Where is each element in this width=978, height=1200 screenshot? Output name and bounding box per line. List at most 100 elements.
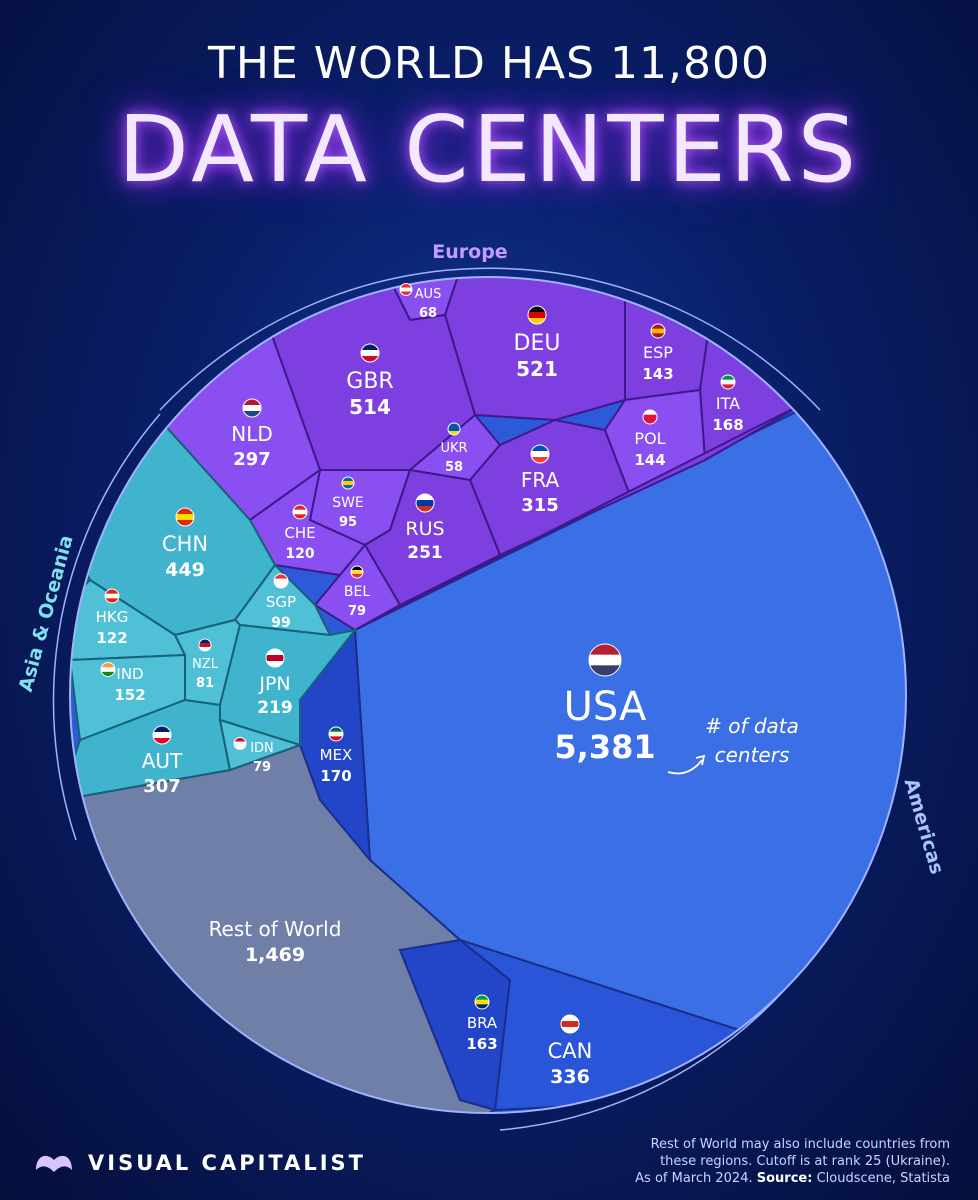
cell-label-swe: SWE 95 (332, 476, 364, 530)
title-line-1: THE WORLD HAS 11,800 (208, 38, 770, 89)
europe-arc (159, 267, 821, 411)
cell-value: 168 (712, 416, 743, 434)
region-label-europe: Europe (432, 241, 507, 263)
cell-label-fra: FRA 315 (521, 444, 560, 516)
cell-code: GBR (346, 369, 393, 394)
cell-value: 152 (114, 686, 145, 704)
annotation-arrowhead (695, 754, 706, 766)
cell-label-aus: AUS 68 (399, 283, 442, 321)
cell-label-pol: POL 144 (634, 409, 666, 469)
cell-label-bel: BEL 79 (344, 565, 370, 619)
flag-chn-icon (175, 507, 195, 527)
cell-value: 521 (516, 357, 558, 381)
footnote-line2: these regions. Cutoff is at rank 25 (Ukr… (660, 1154, 950, 1169)
flag-jpn-icon (265, 648, 285, 668)
footnote-source: Cloudscene, Statista (816, 1171, 950, 1186)
cell-code: SGP (266, 593, 296, 611)
cell-value: 68 (419, 306, 437, 321)
cell-code: ITA (716, 394, 740, 413)
cell-code: CAN (548, 1039, 593, 1063)
flag-nzl-icon (198, 638, 212, 652)
footnote-line1: Rest of World may also include countries… (650, 1137, 950, 1152)
footnote: Rest of World may also include countries… (570, 1136, 950, 1187)
cell-value: 170 (320, 767, 351, 785)
region-label-americas: Americas (900, 776, 948, 877)
cell-code: FRA (521, 468, 560, 492)
cell-value: 219 (257, 698, 293, 718)
cell-code: Rest of World (209, 917, 342, 941)
flag-esp-icon (650, 323, 666, 339)
cell-label-bra: BRA 163 (466, 994, 498, 1053)
flag-ita-icon (720, 374, 736, 390)
flag-nld-icon (242, 398, 262, 418)
cell-label-aut: AUT 307 (142, 725, 183, 797)
flag-bra-icon (474, 994, 490, 1010)
cell-label-esp: ESP 143 (642, 323, 674, 383)
asia-arc (52, 413, 161, 841)
annotation-line2: centers (715, 743, 790, 767)
cell-label-sgp: SGP 99 (266, 573, 296, 631)
flag-can-icon (560, 1014, 580, 1034)
cell-code: UKR (440, 441, 467, 456)
annotation-arrow (667, 759, 703, 775)
cell-value: 336 (550, 1066, 590, 1088)
flag-deu-icon (527, 305, 547, 325)
cell-code: HKG (96, 608, 129, 626)
cell-value: 315 (521, 495, 559, 516)
cell-label-hkg: HKG 122 (96, 588, 129, 647)
flag-bel-icon (350, 565, 364, 579)
cells-group (70, 277, 906, 1113)
cell-value: 79 (348, 604, 366, 619)
cell-value: 99 (271, 615, 290, 631)
cell-label-rus: RUS 251 (405, 493, 445, 563)
cell-code: CHN (162, 532, 208, 556)
cell-value: 79 (253, 760, 271, 775)
cell-value: 1,469 (245, 944, 305, 966)
cell-idn (218, 718, 304, 772)
annotation: # of data centers (667, 714, 799, 775)
cell-code: USA (564, 684, 647, 730)
cell-label-idn: IDN 79 (233, 737, 274, 775)
cell-code: POL (634, 429, 665, 448)
cell-code: RUS (405, 518, 444, 540)
cell-code: AUS (415, 287, 442, 302)
cell-code: ESP (643, 343, 673, 362)
footnote-date: As of March 2024. (635, 1171, 753, 1186)
cell-code: NZL (192, 657, 219, 672)
cell-label-nld: NLD 297 (231, 398, 273, 470)
cell-value: 95 (339, 515, 357, 530)
flag-gbr-icon (360, 343, 380, 363)
footnote-line3: As of March 2024. Source: Cloudscene, St… (570, 1170, 950, 1187)
cell-value: 81 (196, 676, 214, 691)
cell-value: 514 (349, 395, 391, 419)
cell-code: AUT (142, 749, 183, 773)
flag-ukr-icon (447, 422, 461, 436)
footer-brand: VISUAL CAPITALIST (32, 1148, 366, 1178)
cell-label-ind: IND 152 (100, 662, 146, 704)
cell-code: JPN (258, 673, 290, 695)
flag-pol-icon (642, 409, 658, 425)
footnote-source-label: Source: (756, 1171, 813, 1186)
cell-value: 297 (233, 449, 271, 470)
flag-rus-icon (415, 493, 435, 513)
cell-value: 144 (634, 451, 665, 469)
cell-code: BRA (467, 1014, 498, 1032)
cell-value: 143 (642, 365, 673, 383)
cell-value: 5,381 (554, 728, 655, 766)
flag-aus-icon (152, 725, 172, 745)
flag-mex-icon (328, 726, 344, 742)
flag-swe-icon (341, 476, 355, 490)
cell-value: 163 (466, 1035, 497, 1053)
cell-label-che: CHE 120 (284, 504, 316, 562)
flag-aut-icon (399, 283, 413, 296)
annotation-line1: # of data (705, 714, 799, 738)
cell-code: SWE (332, 495, 364, 511)
title-line-2: DATA CENTERS (117, 96, 861, 203)
cell-value: 449 (165, 559, 205, 581)
flag-fra-icon (530, 444, 550, 464)
visual-capitalist-logo-icon (36, 1155, 72, 1172)
